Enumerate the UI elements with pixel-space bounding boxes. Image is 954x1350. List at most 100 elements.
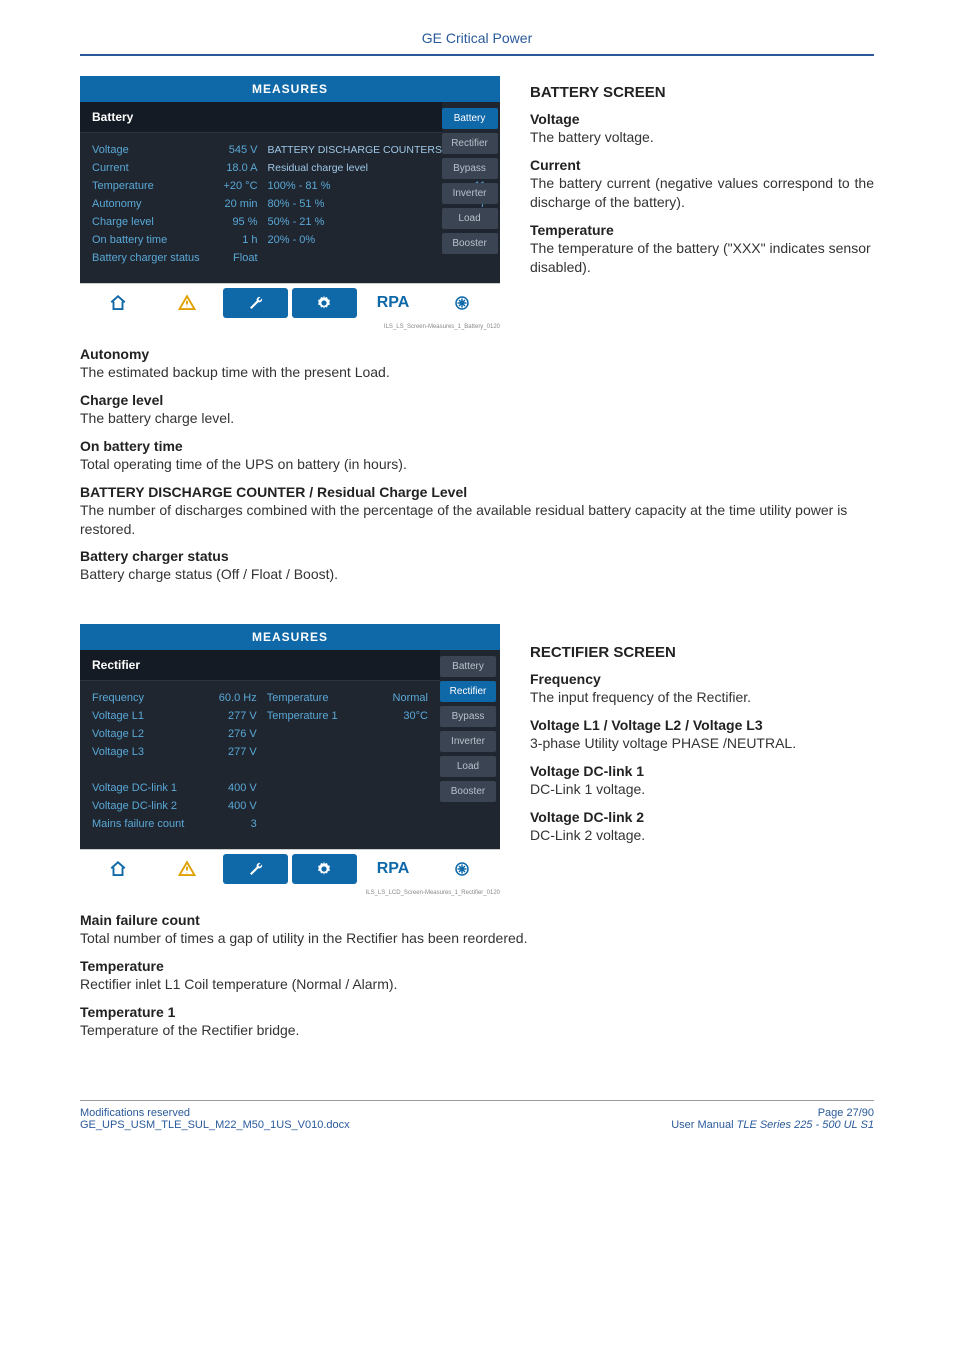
value-rect-temp: Normal xyxy=(384,689,428,707)
battery-lcd-panel: MEASURES Battery Voltage Current Tempera… xyxy=(80,76,500,322)
battery-desc-below: Autonomy The estimated backup time with … xyxy=(80,346,874,584)
p-rect-temp: Rectifier inlet L1 Coil temperature (Nor… xyxy=(80,975,874,994)
rect-left-values: 60.0 Hz 277 V 276 V 277 V 400 V 400 V 3 xyxy=(206,689,266,833)
label-vdc1: Voltage DC-link 1 xyxy=(92,779,206,797)
home-icon-2[interactable] xyxy=(86,854,151,884)
range-50-21: 50% - 21 % xyxy=(268,213,442,231)
h-charger-status: Battery charger status xyxy=(80,548,874,564)
rect-right-values: Normal 30°C xyxy=(384,689,428,833)
p-vdc1: DC-Link 1 voltage. xyxy=(530,780,874,799)
battery-right-labels: BATTERY DISCHARGE COUNTERS Residual char… xyxy=(268,141,442,267)
lcd-title-rect: MEASURES xyxy=(80,624,500,650)
label-frequency: Frequency xyxy=(92,689,206,707)
mimic-icon[interactable] xyxy=(429,288,494,318)
side-tab-bypass-2[interactable]: Bypass xyxy=(440,706,496,727)
p-current: The battery current (negative values cor… xyxy=(530,174,874,212)
label-temperature: Temperature xyxy=(92,177,207,195)
rect-right-labels: Temperature Temperature 1 xyxy=(267,689,385,833)
p-temperature: The temperature of the battery ("XXX" in… xyxy=(530,239,874,277)
h-on-battery-time: On battery time xyxy=(80,438,874,454)
alert-icon[interactable] xyxy=(155,288,220,318)
battery-left-values: 545 V 18.0 A +20 °C 20 min 95 % 1 h Floa… xyxy=(207,141,268,267)
range-100-81: 100% - 81 % xyxy=(268,177,442,195)
rpa-button[interactable]: RPA xyxy=(361,288,426,318)
gear-icon-2[interactable] xyxy=(292,854,357,884)
rectifier-lcd-panel: MEASURES Rectifier Frequency Voltage L1 … xyxy=(80,624,500,888)
side-tab-load-2[interactable]: Load xyxy=(440,756,496,777)
brand-ge: GE xyxy=(422,30,442,46)
p-voltage: The battery voltage. xyxy=(530,128,874,147)
h-rect-temp: Temperature xyxy=(80,958,874,974)
value-charger-status: Float xyxy=(207,249,258,267)
side-tab-rectifier-2[interactable]: Rectifier xyxy=(440,681,496,702)
discharge-counters-header: BATTERY DISCHARGE COUNTERS xyxy=(268,141,442,159)
footer-left-2: GE_UPS_USM_TLE_SUL_M22_M50_1US_V010.docx xyxy=(80,1119,350,1131)
rpa-button-2[interactable]: RPA xyxy=(361,854,426,884)
battery-desc-right: BATTERY SCREEN Voltage The battery volta… xyxy=(530,76,874,330)
rectifier-desc-right: RECTIFIER SCREEN Frequency The input fre… xyxy=(530,624,874,896)
rect-left-labels: Frequency Voltage L1 Voltage L2 Voltage … xyxy=(92,689,206,833)
value-voltage: 545 V xyxy=(207,141,258,159)
p-mfc: Total number of times a gap of utility i… xyxy=(80,929,874,948)
lcd-subheader-rect: Rectifier xyxy=(80,650,440,681)
label-current: Current xyxy=(92,159,207,177)
label-vl1: Voltage L1 xyxy=(92,707,206,725)
value-vdc1: 400 V xyxy=(206,779,256,797)
value-vl2: 276 V xyxy=(206,725,256,743)
wrench-icon-2[interactable] xyxy=(223,854,288,884)
label-voltage: Voltage xyxy=(92,141,207,159)
label-mains-fail: Mains failure count xyxy=(92,815,206,833)
p-rect-temp1: Temperature of the Rectifier bridge. xyxy=(80,1021,874,1040)
rectifier-screen-caption: ILS_LS_LCD_Screen-Measures_1_Rectifier_0… xyxy=(80,890,500,896)
p-bdc: The number of discharges combined with t… xyxy=(80,501,874,539)
side-tab-battery-2[interactable]: Battery xyxy=(440,656,496,677)
alert-icon-2[interactable] xyxy=(155,854,220,884)
h-rect-temp1: Temperature 1 xyxy=(80,1004,874,1020)
side-tab-booster-2[interactable]: Booster xyxy=(440,781,496,802)
footer-right-1: Page 27/90 xyxy=(671,1107,874,1119)
footer-right-2: User Manual TLE Series 225 - 500 UL S1 xyxy=(671,1119,874,1131)
home-icon[interactable] xyxy=(86,288,151,318)
battery-left-labels: Voltage Current Temperature Autonomy Cha… xyxy=(92,141,207,267)
side-tab-rectifier[interactable]: Rectifier xyxy=(442,133,498,154)
side-tab-inverter[interactable]: Inverter xyxy=(442,183,498,204)
label-vdc2: Voltage DC-link 2 xyxy=(92,797,206,815)
side-tab-inverter-2[interactable]: Inverter xyxy=(440,731,496,752)
page-header: GE Critical Power xyxy=(80,30,874,56)
h-vdc1: Voltage DC-link 1 xyxy=(530,763,874,779)
page-footer: Modifications reserved GE_UPS_USM_TLE_SU… xyxy=(80,1100,874,1131)
label-charger-status: Battery charger status xyxy=(92,249,207,267)
lcd-subheader: Battery xyxy=(80,102,442,133)
rectifier-screen-title: RECTIFIER SCREEN xyxy=(530,644,874,661)
residual-charge-label: Residual charge level xyxy=(268,159,442,177)
label-charge-level: Charge level xyxy=(92,213,207,231)
range-80-51: 80% - 51 % xyxy=(268,195,442,213)
side-tab-booster[interactable]: Booster xyxy=(442,233,498,254)
label-vl3: Voltage L3 xyxy=(92,743,206,761)
p-vl: 3-phase Utility voltage PHASE /NEUTRAL. xyxy=(530,734,874,753)
footer-left-1: Modifications reserved xyxy=(80,1107,350,1119)
value-vdc2: 400 V xyxy=(206,797,256,815)
battery-screen-title: BATTERY SCREEN xyxy=(530,84,874,101)
battery-side-tabs: Battery Rectifier Bypass Inverter Load B… xyxy=(442,102,502,283)
lcd-bottom-bar: RPA xyxy=(80,283,500,322)
value-mains-fail: 3 xyxy=(206,815,256,833)
side-tab-battery[interactable]: Battery xyxy=(442,108,498,129)
h-vl: Voltage L1 / Voltage L2 / Voltage L3 xyxy=(530,717,874,733)
h-charge-level: Charge level xyxy=(80,392,874,408)
p-on-battery-time: Total operating time of the UPS on batte… xyxy=(80,455,874,474)
gear-icon[interactable] xyxy=(292,288,357,318)
value-charge-level: 95 % xyxy=(207,213,258,231)
mimic-icon-2[interactable] xyxy=(429,854,494,884)
h-frequency: Frequency xyxy=(530,671,874,687)
p-frequency: The input frequency of the Rectifier. xyxy=(530,688,874,707)
value-on-battery-time: 1 h xyxy=(207,231,258,249)
side-tab-load[interactable]: Load xyxy=(442,208,498,229)
h-bdc: BATTERY DISCHARGE COUNTER / Residual Cha… xyxy=(80,484,874,500)
side-tab-bypass[interactable]: Bypass xyxy=(442,158,498,179)
rectifier-desc-below: Main failure count Total number of times… xyxy=(80,912,874,1040)
battery-screen-caption: ILS_LS_Screen-Measures_1_Battery_0120 xyxy=(80,324,500,330)
h-vdc2: Voltage DC-link 2 xyxy=(530,809,874,825)
wrench-icon[interactable] xyxy=(223,288,288,318)
value-temperature: +20 °C xyxy=(207,177,258,195)
